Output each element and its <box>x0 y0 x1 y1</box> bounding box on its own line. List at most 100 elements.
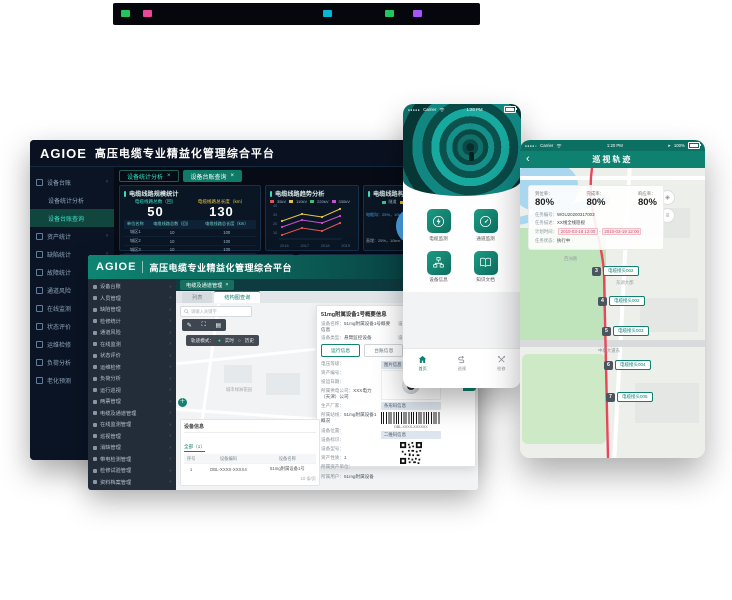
close-icon[interactable]: × <box>167 173 171 179</box>
field: 所属站线：51mg附属设备1概况 <box>321 412 377 424</box>
subtab-diagram-query[interactable]: 结构图查询 <box>214 291 261 303</box>
sidebar-item[interactable]: 两票管理 › <box>88 396 176 408</box>
map-search-input[interactable]: 请输入关键字 <box>180 306 252 317</box>
map-marker[interactable]: 5 电缆接头003 <box>602 326 649 336</box>
sidebar-item[interactable]: 负荷分析 › <box>88 373 176 385</box>
sidebar-item-defect-stats[interactable]: 缺陷统计 › <box>30 245 114 263</box>
stat-total-lines: 电缆线路总数（回） 50 <box>134 199 177 219</box>
table-row[interactable]: 城区3 10 100 <box>124 244 256 254</box>
draw-icon[interactable]: ✎ <box>186 322 192 329</box>
sidebar-item[interactable]: 人员管理 › <box>88 293 176 305</box>
sidebar-item-device-stats[interactable]: 设备统计分析 <box>48 198 85 205</box>
menu-icon <box>93 480 97 485</box>
task-status: 任务状态：执行中 <box>535 237 571 243</box>
radio-on-icon[interactable]: ● <box>217 338 221 343</box>
section-title: 设备信息 <box>184 423 316 433</box>
table-row[interactable]: 城区1 10 100 <box>124 227 256 237</box>
sidebar-item[interactable]: 运行巡视 › <box>88 385 176 397</box>
sidebar-item[interactable]: 设备台账 › <box>88 281 176 293</box>
map-mode-bar: 轨迹模式： ● 实时 ○ 历史 <box>186 335 259 346</box>
map-road <box>176 347 316 366</box>
sidebar-item[interactable]: 检修试验管理 › <box>88 465 176 477</box>
ledger-info-button[interactable]: 台账信息 <box>364 343 404 357</box>
panel-line-scale: 电缆线路规模统计 电缆线路总数（回） 50 电缆线路总长度（km） 130 <box>119 185 261 263</box>
menu-icon <box>93 434 97 439</box>
bottom-tab-bar: 首页 巡视 检修 <box>403 348 521 377</box>
map-marker[interactable]: 3 电缆接头002 <box>592 266 639 276</box>
sidebar-item[interactable]: 检修统计 › <box>88 316 176 328</box>
chevron-icon: › <box>169 387 171 394</box>
select-area-icon[interactable]: ⛶ <box>201 321 206 328</box>
sidebar-item[interactable]: 带电检测管理 › <box>88 454 176 466</box>
tab-ledger-query[interactable]: 设备台账查询 × <box>182 170 243 182</box>
table-row[interactable]: 城区2 10 100 <box>124 236 256 246</box>
menu-icon <box>36 358 43 366</box>
app-knowledge-docs[interactable]: 知识文档 <box>462 250 509 284</box>
panel-title: 电缆线路趋势分析 <box>270 189 354 198</box>
menu-icon <box>36 268 43 276</box>
qr-code <box>400 442 422 464</box>
radio-off-icon[interactable]: ○ <box>237 338 241 343</box>
pagination[interactable]: 10 条/页 <box>300 476 316 481</box>
tools-icon <box>497 355 505 363</box>
tab-device-stats[interactable]: 设备统计分析 × <box>119 170 179 182</box>
stat-completion-rate: 完成率： 80% <box>586 191 606 208</box>
tab-patrol[interactable]: 巡视 <box>442 349 481 377</box>
chevron-icon: › <box>106 233 108 239</box>
donut-callout: 直埋：25%，10km <box>366 238 400 243</box>
barcode-image <box>381 411 441 424</box>
stat-arrival-rate: 到位率： 80% <box>535 191 555 208</box>
sidebar-item[interactable]: 消缺管理 › <box>88 442 176 454</box>
menu-icon <box>93 422 97 427</box>
map-marker[interactable]: 7 电缆接头005 <box>606 392 653 402</box>
task-description: 任务描述：XX线全线巡视 <box>535 220 585 226</box>
legend-swatch <box>399 200 404 204</box>
card-title: 51mg附属设备1号概要信息 <box>321 312 387 318</box>
sidebar-item-device-ledger[interactable]: 设备台账 ‹ <box>30 173 114 191</box>
back-icon[interactable]: ‹ <box>526 153 530 165</box>
table-row[interactable]: 1 DBL-XXXX-XXXX4 51mg附属设备1号 <box>184 463 316 474</box>
app-cable-monitor[interactable]: 电缆监测 <box>415 209 462 242</box>
sidebar-item[interactable]: 缺陷管理 › <box>88 304 176 316</box>
task-plan-time: 计划时间： 2010-03-18 12:00 - 2010-03-19 12:0… <box>535 228 657 236</box>
sidebar-item[interactable]: 在线监测管理 › <box>88 419 176 431</box>
app-device-info[interactable]: 设备信息 <box>415 250 462 284</box>
map-marker[interactable]: 6 电缆接头004 <box>604 360 651 370</box>
divider <box>142 261 144 273</box>
sidebar-item[interactable]: 状态评价 › <box>88 350 176 362</box>
patrol-map[interactable]: 西洲路 东湖大郡 中新大道东 3 电缆接头002 4 电缆接头002 5 电缆接… <box>520 168 705 458</box>
donut-callout: 电缆沟：25%，10km <box>366 212 404 217</box>
layers-icon[interactable]: ▤ <box>215 322 222 329</box>
map-label: 城市绿洲花园 <box>226 387 252 392</box>
subtab-list[interactable]: 列表 <box>182 292 213 303</box>
tab-cable-channel-mgmt[interactable]: 电缆及通道管理 × <box>180 280 235 290</box>
sidebar-item-asset-stats[interactable]: 资产统计 › <box>30 227 114 245</box>
sidebar-item[interactable]: 在线监测 › <box>88 339 176 351</box>
tab-home[interactable]: 首页 <box>403 349 442 377</box>
tab-repair[interactable]: 检修 <box>482 349 521 377</box>
panel-title: 电缆线路规模统计 <box>124 189 256 198</box>
run-info-button[interactable]: 运行信息 <box>321 343 361 357</box>
app-channel-monitor[interactable]: 通道监测 <box>462 209 509 242</box>
menu-icon <box>93 468 97 473</box>
stat-response-rate: 响应率： 80% <box>637 191 657 208</box>
sidebar-item[interactable]: 资料档案管理 › <box>88 477 176 489</box>
map-zoom-button[interactable]: ＋ <box>178 398 187 407</box>
sidebar-item[interactable]: 通道风险 › <box>88 327 176 339</box>
field: 电压等级： <box>321 360 344 366</box>
sidebar-item[interactable]: 运维检修 › <box>88 362 176 374</box>
caret-icon: ‹ <box>106 179 108 185</box>
sidebar-item[interactable]: 巡视管理 › <box>88 431 176 443</box>
map-marker[interactable]: 4 电缆接头002 <box>598 296 645 306</box>
chevron-icon: › <box>169 341 171 348</box>
menu-icon <box>93 319 97 324</box>
sidebar-item[interactable]: 电缆及通道管理 › <box>88 408 176 420</box>
device-table: 序号 设备编码 设备名称 1 DBL-XXXX-XXXX4 51mg附属设备1号 <box>184 454 316 474</box>
close-icon[interactable]: × <box>225 282 229 288</box>
line-chart: 40 30 20 10 <box>270 204 354 243</box>
filter-tab-all[interactable]: 全部（1） <box>184 444 205 452</box>
close-icon[interactable]: × <box>230 173 235 179</box>
sidebar-item-ledger-query[interactable]: 设备台账查询 <box>30 209 114 227</box>
page-title: 巡视轨迹 <box>592 155 633 164</box>
